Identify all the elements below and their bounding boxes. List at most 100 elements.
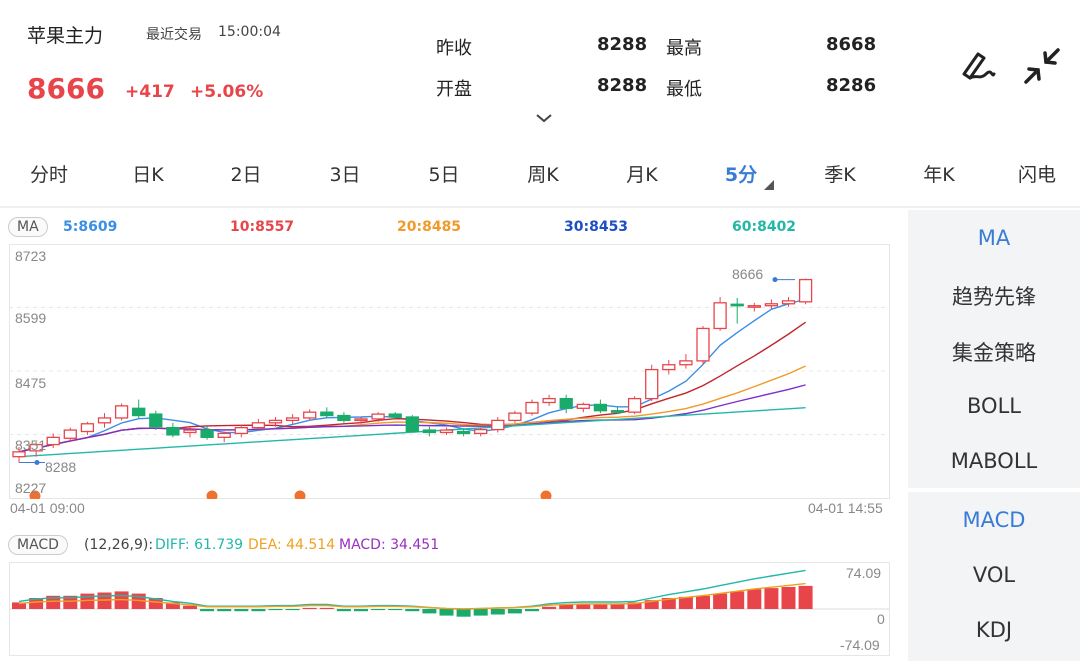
candle (559, 397, 573, 409)
macd-top-label: 74.09 (846, 565, 882, 581)
macd-bar (473, 609, 488, 616)
x-start-label: 04-01 09:00 (10, 500, 85, 516)
candle (747, 305, 761, 308)
tab-2day[interactable]: 2日 (230, 164, 262, 186)
candle (200, 429, 214, 438)
macd-bar (405, 609, 420, 612)
candle (285, 417, 300, 422)
side-item-ma[interactable]: MA (977, 226, 1011, 250)
macd-bar (542, 606, 557, 609)
signal-dot (294, 490, 306, 499)
tab-weekly[interactable]: 周K (527, 164, 559, 186)
macd-bar (661, 598, 676, 609)
tab-5min[interactable]: 5分 (724, 164, 758, 186)
side-item-kdj[interactable]: KDJ (975, 618, 1013, 642)
side-item-vol[interactable]: VOL (972, 563, 1016, 587)
tab-yearly[interactable]: 年K (923, 164, 955, 186)
tab-flash[interactable]: 闪电 (1017, 164, 1056, 186)
dea-line (18, 582, 806, 610)
stat-label-prev-close: 昨收 (436, 38, 472, 59)
stat-label-high: 最高 (666, 38, 702, 59)
indicator-side-panel: MA 趋势先锋 集金策略 BOLL MABOLL MACD VOL KDJ (908, 210, 1080, 661)
macd-bar (507, 609, 522, 614)
side-item-trend[interactable]: 趋势先锋 (952, 285, 1036, 309)
macd-bar (610, 603, 625, 609)
collapse-icon[interactable] (1022, 46, 1062, 86)
macd-bar (456, 609, 471, 617)
macd-bar (747, 589, 762, 609)
kline-chart[interactable] (9, 244, 892, 499)
macd-indicator-pill[interactable]: MACD (8, 535, 68, 555)
macd-dea: DEA: 44.514 (248, 537, 336, 553)
candle (679, 360, 693, 366)
ma-indicator-pill[interactable]: MA (8, 217, 48, 237)
stat-value-high: 8668 (826, 34, 877, 55)
stat-value-prev-close: 8288 (597, 34, 648, 55)
signal-dot (540, 490, 552, 499)
macd-bar (217, 609, 232, 612)
macd-bottom-label: -74.09 (840, 637, 880, 653)
stat-value-open: 8288 (597, 75, 648, 96)
side-item-maboll[interactable]: MABOLL (950, 449, 1038, 473)
candle (320, 411, 334, 417)
macd-bar (251, 609, 266, 612)
side-item-macd[interactable]: MACD (962, 508, 1026, 532)
signal-dot (206, 490, 218, 499)
candle (268, 419, 283, 424)
y-tick-label: 8723 (15, 248, 47, 264)
candle (388, 413, 402, 418)
macd-chart[interactable] (9, 562, 892, 657)
macd-bar (439, 609, 454, 616)
candle (114, 405, 129, 419)
tab-5day[interactable]: 5日 (428, 164, 460, 186)
price-change-pct: +5.06% (190, 82, 264, 102)
macd-diff: DIFF: 61.739 (155, 537, 244, 553)
candle (46, 436, 60, 446)
y-tick-label: 8227 (15, 480, 47, 496)
period-tabs: 分时 日K 2日 3日 5日 周K 月K 5分 季K 年K 闪电 (0, 150, 1080, 194)
candle (713, 302, 727, 330)
last-trade-label: 最近交易 (146, 27, 202, 43)
tab-3day[interactable]: 3日 (329, 164, 361, 186)
macd-bar (678, 596, 693, 609)
low-marker-label: 8288 (45, 459, 77, 475)
macd-bar (388, 609, 403, 611)
instrument-name: 苹果主力 (27, 25, 104, 47)
side-item-strategy[interactable]: 集金策略 (952, 341, 1036, 365)
macd-bar (781, 587, 796, 609)
macd-bar (798, 585, 813, 609)
macd-bar (148, 598, 163, 609)
stat-label-open: 开盘 (436, 79, 472, 100)
candle (730, 303, 744, 307)
macd-bar (46, 595, 61, 609)
macd-bar (559, 604, 574, 609)
side-divider (908, 488, 1080, 492)
ma60-value: 60:8402 (732, 219, 797, 235)
macd-bar (696, 595, 710, 609)
tab-quarterly[interactable]: 季K (824, 164, 856, 186)
tab-daily[interactable]: 日K (132, 164, 164, 186)
tab-timeshare[interactable]: 分时 (29, 164, 68, 186)
candle (781, 300, 796, 305)
macd-bar (764, 588, 779, 609)
candle (645, 368, 659, 400)
tab-monthly[interactable]: 月K (626, 164, 658, 186)
candle (183, 429, 197, 434)
macd-bar (183, 605, 197, 609)
chevron-down-icon[interactable] (534, 112, 554, 124)
side-item-boll[interactable]: BOLL (967, 394, 1021, 418)
macd-bar (200, 609, 215, 612)
candle (662, 364, 676, 371)
candle (422, 429, 437, 434)
macd-bar (29, 598, 44, 609)
pen-icon[interactable] (956, 44, 998, 86)
macd-bar (12, 602, 26, 609)
candle (627, 397, 642, 413)
macd-zero-label: 0 (877, 611, 885, 627)
candle (217, 432, 231, 438)
candle (80, 423, 95, 433)
macd-bar (593, 603, 608, 609)
macd-bar (422, 609, 437, 614)
macd-bar (644, 600, 659, 609)
candle (354, 418, 368, 422)
